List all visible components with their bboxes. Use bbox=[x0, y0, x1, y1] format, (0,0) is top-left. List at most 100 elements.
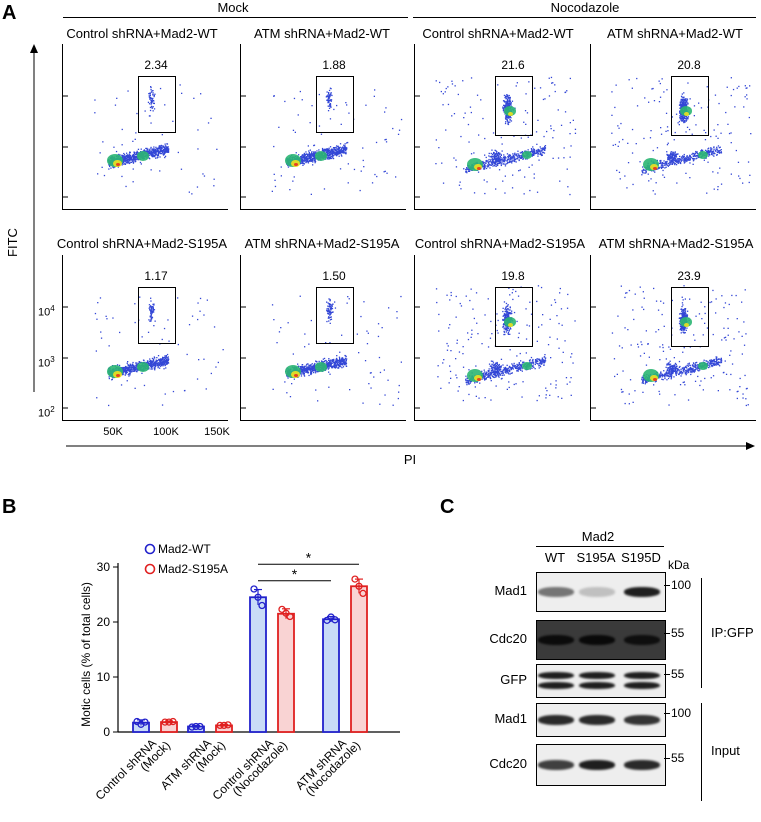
blot-strip bbox=[536, 664, 666, 698]
kda-marker-label: 55 bbox=[671, 751, 685, 765]
kda-marker-label: 100 bbox=[671, 706, 692, 720]
row2-title-4: ATM shRNA+Mad2-S195A bbox=[598, 236, 754, 251]
kda-marker-tick bbox=[664, 713, 670, 714]
gate-box bbox=[671, 287, 709, 347]
y-tick-label: 30 bbox=[97, 560, 111, 574]
data-point bbox=[224, 721, 232, 729]
data-point bbox=[250, 585, 258, 593]
density-hotspot bbox=[507, 322, 513, 327]
pi-axis-label: PI bbox=[403, 452, 417, 467]
legend-marker bbox=[144, 543, 156, 555]
significance-star: * bbox=[292, 566, 298, 582]
blot-strip bbox=[536, 620, 666, 660]
data-point bbox=[161, 718, 169, 726]
blot-band bbox=[538, 635, 574, 645]
y-axis-arrow bbox=[30, 44, 38, 392]
data-point bbox=[216, 721, 224, 730]
blot-band bbox=[538, 715, 574, 725]
data-point bbox=[220, 721, 228, 730]
mock-header-line bbox=[63, 17, 408, 18]
density-hotspot bbox=[683, 322, 689, 327]
x-tick-label-50k: 50K bbox=[103, 426, 123, 438]
blot-band bbox=[538, 760, 574, 770]
legend-label: Mad2-S195A bbox=[158, 562, 228, 576]
x-tick-label-100k: 100K bbox=[153, 426, 179, 438]
blot-band bbox=[579, 760, 615, 770]
row1-title-2: ATM shRNA+Mad2-WT bbox=[254, 26, 390, 41]
bar bbox=[350, 585, 368, 733]
input-bracket-line bbox=[701, 703, 702, 801]
blot-band bbox=[624, 635, 660, 645]
density-hotspot bbox=[653, 378, 657, 382]
data-point bbox=[192, 722, 200, 731]
flow-plot: 19.8 bbox=[414, 255, 580, 421]
blot-strip bbox=[536, 744, 666, 786]
density-hotspot bbox=[477, 378, 481, 382]
lane-label-s195d: S195D bbox=[621, 550, 661, 565]
gate-percentage: 23.9 bbox=[677, 269, 701, 283]
blot-band bbox=[579, 715, 615, 725]
density-hotspot bbox=[504, 106, 516, 116]
data-point bbox=[351, 575, 359, 583]
gate-percentage: 1.50 bbox=[322, 269, 346, 283]
data-point bbox=[165, 718, 173, 726]
gate-percentage: 21.6 bbox=[501, 58, 525, 72]
y-tick-label: 10 bbox=[97, 670, 111, 684]
density-hotspot bbox=[137, 362, 149, 372]
blot-band bbox=[579, 587, 615, 597]
data-point bbox=[196, 722, 204, 731]
nocodazole-header-line bbox=[413, 17, 756, 18]
density-hotspot bbox=[137, 151, 149, 161]
kda-marker-tick bbox=[664, 585, 670, 586]
kda-marker-tick bbox=[664, 758, 670, 759]
kda-label: kDa bbox=[668, 558, 690, 572]
kda-marker-tick bbox=[664, 674, 670, 675]
fitc-axis-label: FITC bbox=[4, 228, 20, 257]
y-tick-label-1e2: 102 bbox=[38, 405, 55, 420]
bar-chart: 0 10 20 30 Motic cells (% of total cells) Mad… bbox=[79, 542, 400, 803]
blot-row-label: Cdc20 bbox=[489, 756, 527, 771]
flow-plot: 21.6 bbox=[414, 44, 580, 210]
gate-box bbox=[316, 287, 354, 344]
blot-row-label: GFP bbox=[500, 672, 527, 687]
blot-strip bbox=[536, 703, 666, 737]
flow-plot: 1.17 bbox=[62, 255, 228, 421]
y-tick-label-1e3: 103 bbox=[38, 355, 55, 370]
data-point bbox=[278, 605, 286, 613]
row2-title-2: ATM shRNA+Mad2-S195A bbox=[244, 236, 400, 251]
mad2-header-line bbox=[536, 546, 664, 547]
density-hotspot bbox=[116, 163, 120, 167]
density-hotspot bbox=[477, 167, 481, 171]
gate-box bbox=[495, 287, 533, 347]
blot-band bbox=[538, 587, 574, 597]
row1-title-3: Control shRNA+Mad2-WT bbox=[422, 26, 574, 41]
flow-plot: 20.8 bbox=[590, 44, 756, 210]
x-tick-label-150k: 150K bbox=[204, 426, 230, 438]
blot-band bbox=[538, 672, 574, 679]
panel-c-letter: C bbox=[440, 496, 455, 518]
gate-percentage: 1.17 bbox=[144, 269, 168, 283]
bar bbox=[322, 618, 340, 733]
flow-plot: 23.9 bbox=[590, 255, 756, 421]
blot-band bbox=[624, 760, 660, 770]
mock-header: Mock bbox=[217, 0, 249, 15]
blot-band bbox=[624, 715, 660, 725]
ip-gfp-label: IP:GFP bbox=[711, 625, 754, 640]
nocodazole-header: Nocodazole bbox=[550, 0, 620, 15]
row2-title-1: Control shRNA+Mad2-S195A bbox=[56, 236, 228, 251]
data-point bbox=[254, 593, 262, 601]
density-hotspot bbox=[294, 163, 298, 167]
gate-percentage: 2.34 bbox=[144, 58, 168, 72]
gate-box bbox=[138, 287, 176, 344]
row1-title-4: ATM shRNA+Mad2-WT bbox=[607, 26, 743, 41]
blot-strip bbox=[536, 572, 666, 612]
data-point bbox=[286, 612, 294, 621]
gate-percentage: 19.8 bbox=[501, 269, 525, 283]
gate-percentage: 1.88 bbox=[322, 58, 346, 72]
data-point bbox=[188, 723, 196, 731]
y-axis-label: Motic cells (% of total cells) bbox=[79, 582, 93, 727]
density-hotspot bbox=[504, 317, 516, 327]
y-tick-label-1e4: 104 bbox=[38, 304, 55, 319]
data-point bbox=[359, 589, 367, 598]
ip-bracket-line bbox=[701, 578, 702, 688]
